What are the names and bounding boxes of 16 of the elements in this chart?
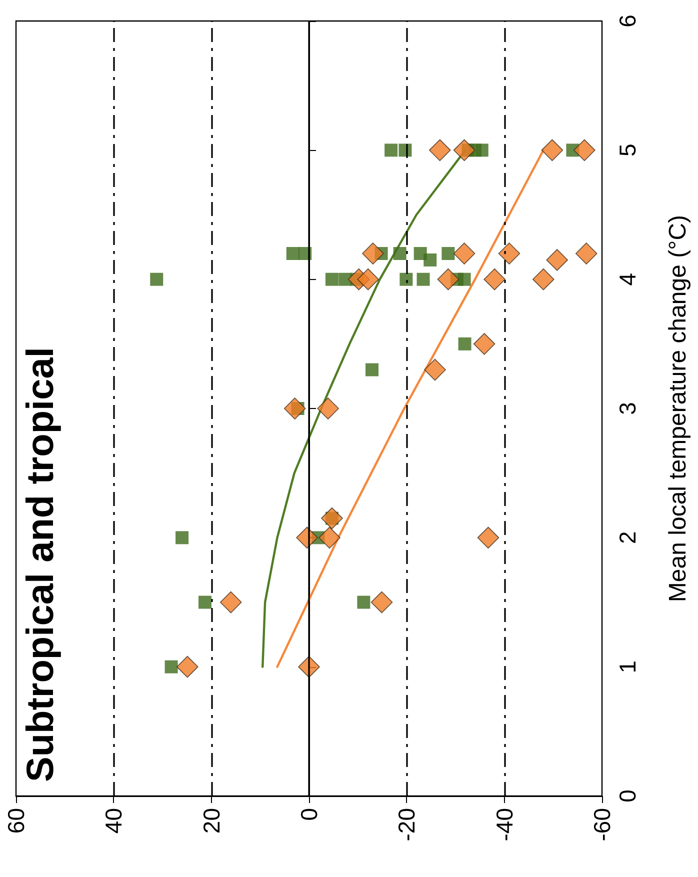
y-tick-label: 5 [614,144,640,157]
y-tick-label: 3 [614,402,640,415]
x-tick-label: 60 [3,808,29,834]
y-tick-label: 6 [614,14,640,28]
text: Subtropical and tropical [20,347,62,782]
y-tick-label: 1 [614,660,640,674]
y-axis-title: Mean local temperature change (°C) [664,214,692,602]
x-tick-label: 40 [100,808,127,834]
x-tick-label: 20 [198,808,224,834]
y-tick-label: 0 [614,790,640,802]
x-tick-label: -60 [589,808,615,842]
x-tick-label: 0 [296,808,322,821]
y-tick-label: 4 [614,272,640,286]
x-tick-label: -20 [394,808,420,842]
x-tick-label: -40 [491,808,518,842]
y-tick-label: 2 [614,531,640,544]
